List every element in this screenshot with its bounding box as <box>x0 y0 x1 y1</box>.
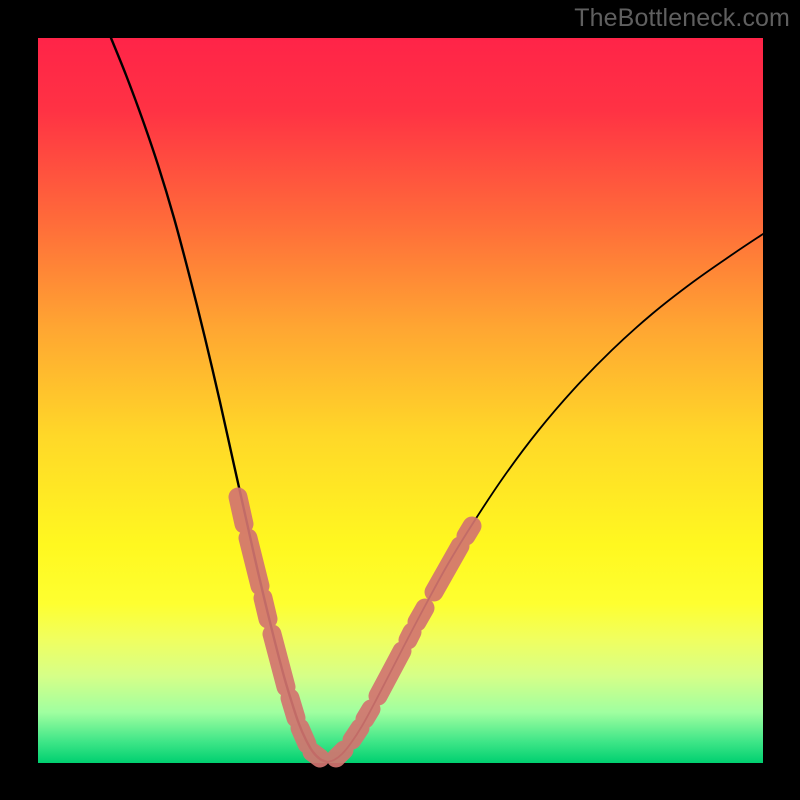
chart-root: TheBottleneck.com <box>0 0 800 800</box>
dash-segment <box>312 752 320 758</box>
dash-segment <box>248 538 260 586</box>
dash-segment <box>352 728 360 740</box>
dash-segment <box>263 598 268 619</box>
dash-segment <box>238 497 244 524</box>
dash-segment <box>466 526 472 536</box>
dash-segment <box>408 632 412 640</box>
dash-segment <box>417 608 425 622</box>
dash-segment <box>272 634 286 687</box>
dash-segment <box>290 698 296 718</box>
watermark-text: TheBottleneck.com <box>574 4 790 33</box>
dash-segment <box>365 709 371 719</box>
bottleneck-chart <box>0 0 800 800</box>
dash-segment <box>336 750 344 758</box>
dash-segment <box>300 728 307 744</box>
